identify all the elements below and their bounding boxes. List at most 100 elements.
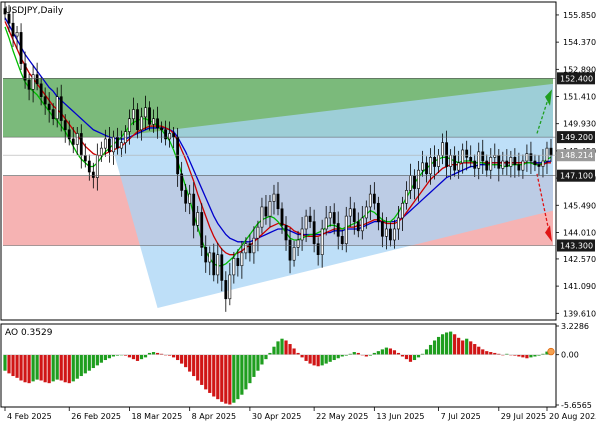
candle bbox=[421, 162, 424, 171]
candle bbox=[292, 247, 296, 261]
candle bbox=[413, 175, 416, 189]
candle bbox=[272, 193, 276, 202]
price-tick-label: 149.930 bbox=[563, 120, 596, 129]
ao-bar bbox=[47, 354, 51, 384]
candle bbox=[228, 274, 232, 300]
level-tag bbox=[557, 72, 595, 85]
candle bbox=[188, 193, 192, 204]
ao-bar bbox=[139, 354, 144, 360]
ao-bar bbox=[155, 352, 160, 355]
ao-bar bbox=[445, 332, 449, 355]
candle bbox=[212, 252, 216, 276]
ao-bar bbox=[71, 354, 75, 382]
candle bbox=[521, 160, 525, 171]
ao-bar bbox=[320, 354, 324, 366]
ao-bar bbox=[39, 354, 43, 381]
candle bbox=[248, 243, 252, 254]
candle bbox=[328, 212, 332, 219]
candle bbox=[276, 193, 280, 210]
ao-bar bbox=[461, 340, 465, 355]
ao-bar bbox=[412, 354, 417, 361]
candle bbox=[489, 157, 493, 171]
ao-bar bbox=[91, 354, 95, 369]
time-axis: 4 Feb 2025 26 Feb 2025 18 Mar 2025 8 Apr 20… bbox=[4, 407, 596, 421]
chart-symbol-label: USDJPY,Daily bbox=[5, 6, 64, 16]
time-tick-label: 22 May 2025 bbox=[316, 412, 368, 421]
candle bbox=[517, 164, 521, 171]
ao-bar bbox=[240, 354, 244, 395]
ao-bar bbox=[400, 354, 405, 357]
ao-bar bbox=[436, 336, 441, 355]
ao-bar bbox=[336, 354, 340, 359]
candle bbox=[304, 215, 308, 230]
ao-bar bbox=[292, 348, 296, 355]
candle bbox=[417, 169, 420, 189]
ao-bar bbox=[404, 354, 409, 360]
candle bbox=[192, 193, 196, 226]
ao-bar bbox=[159, 353, 164, 355]
up-arrow-head bbox=[545, 89, 552, 106]
ao-bar bbox=[228, 354, 232, 405]
ao-bar bbox=[55, 354, 59, 380]
ao-bar bbox=[256, 354, 260, 371]
candle bbox=[344, 215, 348, 244]
candle bbox=[107, 138, 111, 153]
ao-bar bbox=[151, 352, 156, 355]
ao-bar bbox=[172, 354, 176, 358]
ao-bar bbox=[188, 354, 192, 372]
time-tick-label: 13 Jun 2025 bbox=[376, 412, 424, 421]
price-pane: USDJPY,Daily 155.850 154.370 152.890 151.41… bbox=[0, 1, 596, 321]
candle bbox=[140, 116, 143, 131]
candle bbox=[103, 138, 107, 149]
ao-bar bbox=[184, 354, 188, 368]
ao-pane: AO 0.3529 3.2286 0.00 -5.6565 bbox=[0, 322, 592, 410]
ao-bar bbox=[236, 354, 240, 400]
ao-bar bbox=[408, 354, 413, 362]
time-tick-label: 4 Feb 2025 bbox=[7, 412, 52, 421]
ao-bar bbox=[432, 340, 437, 355]
time-tick-label: 8 Apr 2025 bbox=[192, 412, 236, 421]
candle bbox=[525, 153, 529, 162]
candle bbox=[445, 142, 449, 167]
candle bbox=[224, 280, 228, 300]
ao-bar bbox=[308, 354, 312, 364]
ao-bar bbox=[75, 354, 79, 379]
candle bbox=[204, 247, 208, 263]
ao-bar bbox=[23, 354, 27, 383]
candle bbox=[300, 228, 304, 241]
ao-bar bbox=[428, 344, 433, 355]
ao-bar bbox=[352, 352, 356, 355]
ao-bar bbox=[537, 354, 541, 356]
time-tick-label: 18 Mar 2025 bbox=[131, 412, 182, 421]
ao-bar bbox=[517, 354, 521, 357]
candle bbox=[501, 160, 505, 169]
ao-bar bbox=[15, 354, 19, 378]
candle bbox=[312, 221, 316, 244]
time-tick-label: 7 Jul 2025 bbox=[441, 412, 481, 421]
candle bbox=[95, 155, 99, 178]
candle bbox=[27, 79, 31, 90]
level-tag-label: 147.100 bbox=[560, 172, 593, 181]
candle bbox=[220, 254, 224, 281]
candle bbox=[19, 32, 23, 64]
candle bbox=[200, 212, 204, 248]
candle bbox=[75, 133, 79, 145]
candle bbox=[537, 164, 541, 167]
ao-bar bbox=[204, 354, 208, 390]
ao-bar bbox=[59, 354, 63, 381]
level-tag-label: 148.214 bbox=[560, 151, 593, 160]
candle bbox=[384, 228, 388, 237]
ao-bar bbox=[440, 334, 445, 355]
candle bbox=[264, 206, 268, 217]
candle bbox=[316, 243, 320, 255]
candle bbox=[180, 173, 184, 191]
candle bbox=[352, 208, 356, 222]
ao-bar bbox=[376, 351, 380, 355]
ao-bar bbox=[115, 354, 120, 356]
candle bbox=[256, 226, 260, 239]
candle bbox=[372, 193, 376, 204]
candle bbox=[433, 157, 436, 167]
candle bbox=[533, 160, 537, 165]
candle bbox=[55, 96, 59, 120]
ao-bar bbox=[521, 354, 525, 358]
